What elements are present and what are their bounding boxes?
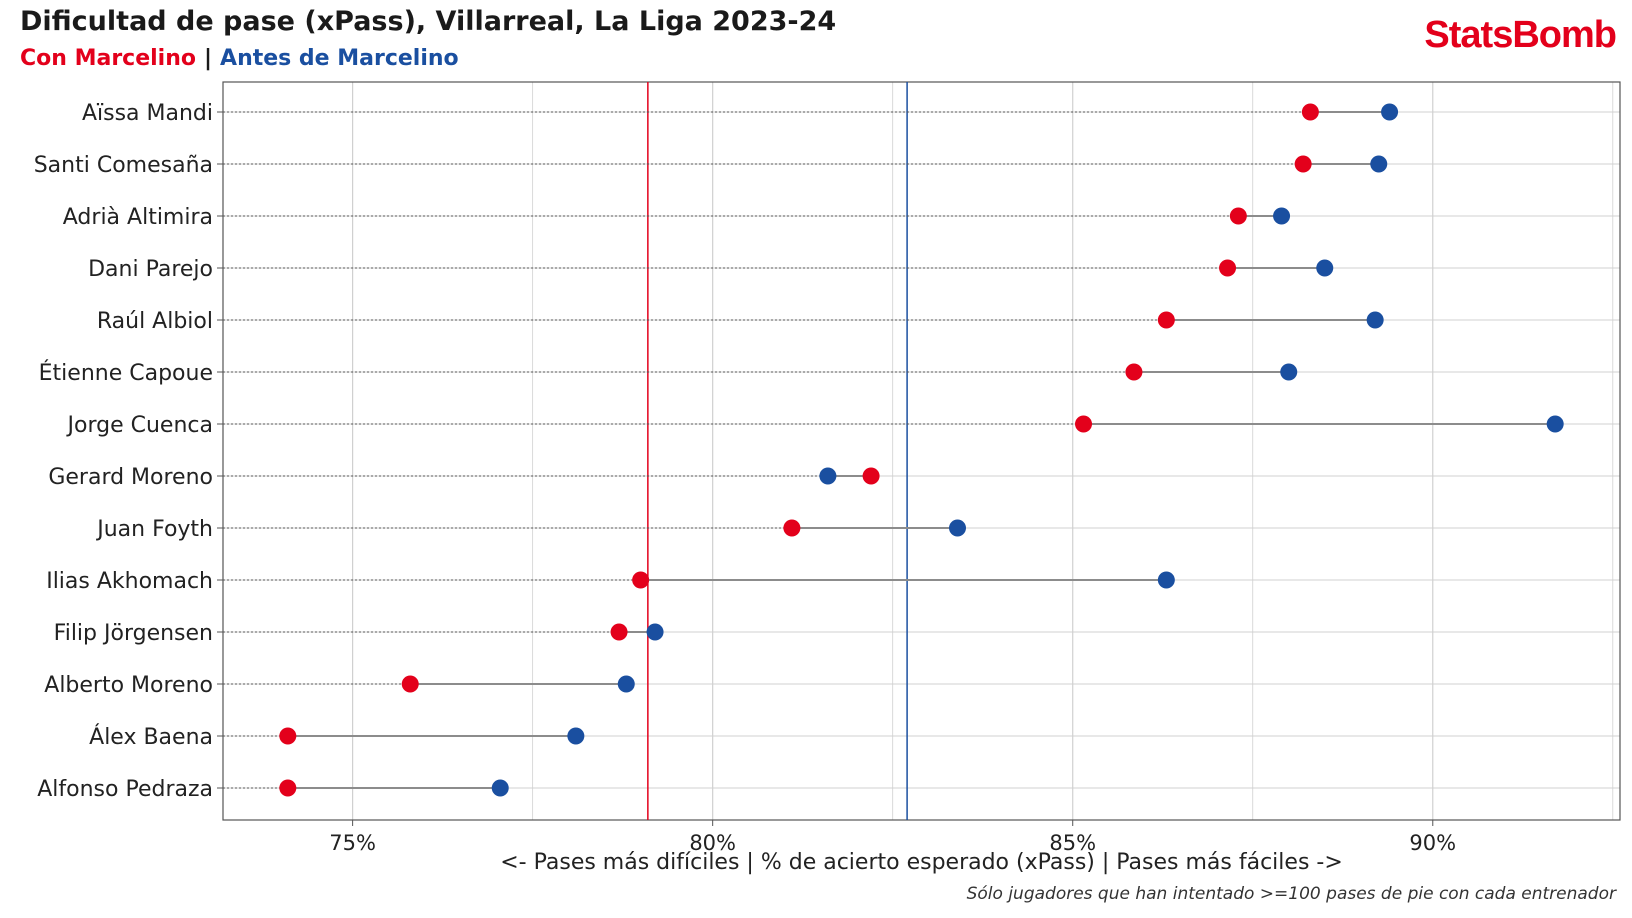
player-label: Alfonso Pedraza [37,777,213,802]
x-axis-label: <- Pases más difíciles | % de acierto es… [500,850,1343,875]
point-before-marcelino [567,727,585,745]
point-before-marcelino [949,519,967,537]
x-tick-label: 75% [329,831,376,855]
player-label: Álex Baena [89,724,213,750]
point-with-marcelino [783,519,801,537]
point-with-marcelino [632,571,650,589]
point-before-marcelino [491,779,509,797]
player-label: Dani Parejo [88,257,213,282]
point-with-marcelino [279,779,297,797]
chart-title: Dificultad de pase (xPass), Villarreal, … [20,6,837,37]
x-tick-label: 90% [1409,831,1456,855]
player-label: Santi Comesaña [34,153,213,178]
plot-frame [222,81,1621,821]
point-with-marcelino [401,675,419,693]
point-before-marcelino [1316,259,1334,277]
player-label: Gerard Moreno [48,465,213,490]
point-with-marcelino [1294,155,1312,173]
player-label: Juan Foyth [95,517,213,542]
player-label: Adrià Altimira [63,205,213,230]
player-label: Raúl Albiol [97,309,213,334]
point-with-marcelino [1219,259,1237,277]
point-before-marcelino [617,675,635,693]
legend-before-marcelino: Antes de Marcelino [220,46,459,71]
player-label: Aïssa Mandi [82,101,213,126]
point-with-marcelino [1125,363,1143,381]
point-with-marcelino [1301,103,1319,121]
legend: Con Marcelino | Antes de Marcelino [20,46,459,71]
point-with-marcelino [1075,415,1093,433]
point-before-marcelino [1366,311,1384,329]
point-with-marcelino [1157,311,1175,329]
x-tick-label: 80% [689,831,736,855]
point-with-marcelino [610,623,628,641]
player-label: Filip Jörgensen [54,621,213,646]
footnote: Sólo jugadores que han intentado >=100 p… [966,884,1616,904]
point-before-marcelino [1273,207,1291,225]
player-label: Étienne Capoue [39,360,213,386]
player-label: Jorge Cuenca [66,413,213,438]
point-before-marcelino [1381,103,1399,121]
point-with-marcelino [279,727,297,745]
point-before-marcelino [1370,155,1388,173]
legend-with-marcelino: Con Marcelino [20,46,196,71]
player-label: Alberto Moreno [44,673,213,698]
point-before-marcelino [1546,415,1564,433]
point-with-marcelino [862,467,880,485]
point-before-marcelino [819,467,837,485]
point-before-marcelino [646,623,664,641]
statsbomb-logo: StatsBomb [1424,14,1617,56]
legend-separator: | [204,46,213,71]
point-with-marcelino [1229,207,1247,225]
player-label: Ilias Akhomach [46,569,213,594]
x-tick-label: 85% [1049,831,1096,855]
point-before-marcelino [1157,571,1175,589]
point-before-marcelino [1280,363,1298,381]
